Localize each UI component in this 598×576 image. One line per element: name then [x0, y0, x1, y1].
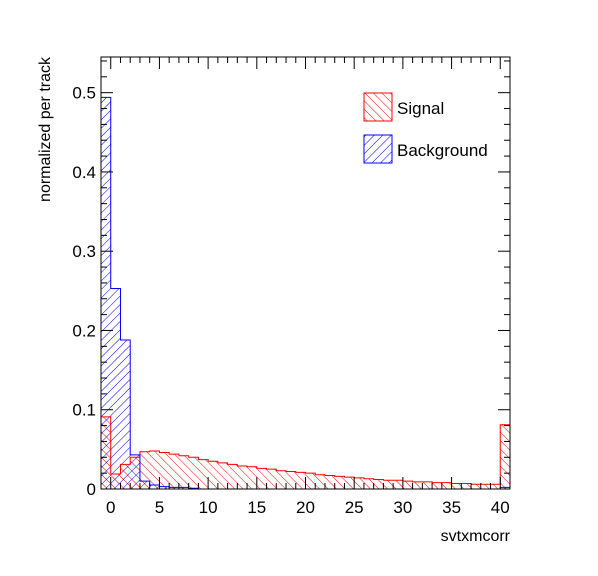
signal-bar [363, 478, 374, 489]
x-tick-label: 30 [393, 498, 412, 517]
signal-bar [227, 464, 238, 489]
legend-label-background: Background [397, 141, 488, 160]
background-bar [130, 454, 140, 489]
signal-bar [402, 481, 413, 489]
y-tick-label: 0.4 [72, 163, 96, 182]
background-bar [178, 487, 189, 489]
signal-bar [159, 452, 170, 489]
axis-ticks [100, 57, 511, 490]
signal-bar [315, 474, 325, 489]
signal-bar [344, 477, 355, 489]
x-tick-label: 15 [247, 498, 266, 517]
signal-bar [373, 479, 384, 489]
x-tick-label: 10 [199, 498, 218, 517]
x-tick-label: 20 [296, 498, 315, 517]
y-tick-label: 0.3 [72, 242, 96, 261]
y-axis-title: normalized per track [37, 56, 54, 202]
y-tick-label: 0.2 [72, 321, 96, 340]
legend-swatch-background [363, 134, 393, 164]
signal-bar [305, 473, 316, 489]
signal-bar [393, 480, 403, 489]
signal-bar [451, 483, 462, 489]
signal-bar [276, 470, 287, 489]
signal-bar [217, 462, 228, 489]
signal-bar [188, 457, 199, 489]
x-tick-labels: 0 5 10 15 20 25 30 35 40 [106, 498, 510, 517]
background-bar [169, 487, 179, 489]
signal-bar [432, 482, 442, 489]
y-tick-labels: 0 0.1 0.2 0.3 0.4 0.5 [72, 84, 96, 499]
signal-bar [198, 459, 209, 489]
signal-bar [334, 476, 345, 489]
x-axis-title: svtxmcorr [441, 528, 511, 545]
signal-bar [169, 454, 179, 489]
legend: Signal Background [363, 92, 488, 164]
signal-bar [139, 451, 150, 489]
signal-bar [383, 480, 394, 489]
signal-bar [295, 472, 306, 489]
signal-bar [480, 484, 491, 489]
signal-bar [471, 484, 481, 489]
y-tick-label: 0.1 [72, 401, 96, 420]
legend-swatch-signal [363, 92, 393, 122]
signal-bar [461, 483, 472, 489]
signal-bar [422, 481, 433, 489]
signal-outline [100, 416, 511, 489]
signal-bar [324, 475, 335, 489]
x-tick-label: 0 [106, 498, 115, 517]
signal-bar [256, 468, 267, 489]
signal-bar [266, 469, 277, 489]
background-bar [500, 487, 510, 489]
plot-frame [100, 56, 511, 490]
x-tick-label: 40 [491, 498, 510, 517]
background-bar [149, 485, 160, 489]
signal-bar [247, 466, 257, 489]
signal-bar [237, 466, 248, 489]
background-bar [110, 288, 121, 489]
background-bar [101, 97, 111, 489]
signal-bar [354, 477, 364, 489]
x-tick-label: 25 [345, 498, 364, 517]
background-bar [120, 339, 131, 489]
signal-bar [286, 471, 296, 489]
background-bar [159, 486, 170, 489]
signal-bar [441, 482, 452, 489]
x-tick-label: 35 [442, 498, 461, 517]
y-tick-label: 0 [87, 480, 96, 499]
background-bar [139, 481, 150, 489]
signal-bar [208, 461, 218, 489]
signal-bar [490, 484, 501, 489]
signal-bar [178, 455, 189, 489]
x-tick-label: 5 [155, 498, 164, 517]
y-tick-label: 0.5 [72, 84, 96, 103]
legend-label-signal: Signal [397, 99, 444, 118]
signal-bar [412, 481, 423, 489]
signal-bar [149, 450, 160, 489]
